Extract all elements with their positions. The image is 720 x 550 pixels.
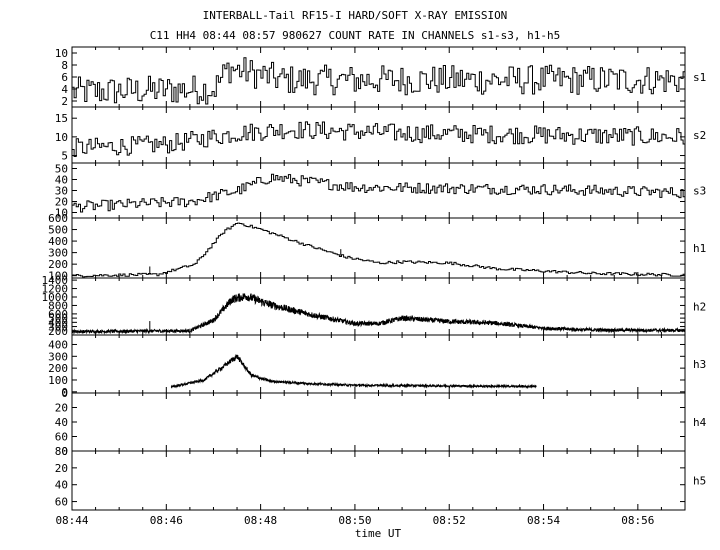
series-s3 <box>72 173 685 213</box>
ytick-label: 600 <box>48 212 68 225</box>
ytick-label: 200 <box>48 258 68 271</box>
ytick-label: 40 <box>55 174 68 187</box>
channel-label-s1: s1 <box>693 71 706 84</box>
ytick-label: 400 <box>48 235 68 248</box>
ytick-label: 100 <box>48 270 68 283</box>
panel-frame-s1 <box>71 46 686 108</box>
channel-label-h1: h1 <box>693 242 706 255</box>
series-h1 <box>72 222 685 278</box>
panel-frame-h4 <box>71 392 686 452</box>
ytick-label: 200 <box>48 325 68 338</box>
ytick-label: 400 <box>48 316 68 329</box>
ytick-label: 30 <box>55 185 68 198</box>
ytick-label: 1200 <box>42 283 69 296</box>
panel-s2: 5 10 15 s2 <box>55 106 706 164</box>
series-s1 <box>72 57 685 105</box>
ytick-label: 500 <box>48 312 68 325</box>
x-axis: 08:44 08:46 08:48 08:50 08:52 08:54 08:56 <box>55 514 654 527</box>
panel-frame-h2 <box>71 277 686 336</box>
ytick-label: 300 <box>48 321 68 334</box>
ytick-label: 1000 <box>42 291 69 304</box>
ytick-label: 2 <box>61 95 68 108</box>
panels: 246810s151015s21020304050s31002003004005… <box>42 46 707 511</box>
xtick-label: 08:56 <box>621 514 654 527</box>
ytick-label: 20 <box>55 402 68 415</box>
ytick-label: 200 <box>48 362 68 375</box>
panel-frame-h3 <box>71 334 686 394</box>
xtick-label: 08:48 <box>244 514 277 527</box>
ytick-label: 800 <box>48 299 68 312</box>
ytick-label: 8 <box>61 59 68 72</box>
series-s2 <box>72 121 685 157</box>
xtick-label: 08:50 <box>338 514 371 527</box>
ytick-label: 500 <box>48 224 68 237</box>
ytick-label: 60 <box>55 431 68 444</box>
ytick-label: 300 <box>48 350 68 363</box>
ytick-label: 20 <box>55 462 68 475</box>
ytick-label: 400 <box>48 338 68 351</box>
panel-h5: 60 40 20 0 h5 <box>55 445 706 511</box>
panel-frame-s3 <box>71 162 686 219</box>
ytick-label: 600 <box>48 308 68 321</box>
ytick-label: 0 <box>61 445 68 458</box>
ytick-label: 40 <box>55 479 68 492</box>
panel-frame-s2 <box>71 106 686 164</box>
ytick-label: 20 <box>55 196 68 209</box>
ytick-label: 10 <box>55 47 68 60</box>
channel-label-s3: s3 <box>693 185 706 198</box>
xtick-label: 08:54 <box>527 514 560 527</box>
ytick-label: 15 <box>55 112 68 125</box>
ytick-label: 5 <box>61 150 68 163</box>
ytick-label: 40 <box>55 416 68 429</box>
channel-label-h5: h5 <box>693 475 706 488</box>
channel-label-h2: h2 <box>693 301 706 314</box>
series-h2 <box>71 293 686 335</box>
xtick-label: 08:44 <box>55 514 88 527</box>
channel-label-h4: h4 <box>693 416 707 429</box>
xtick-label: 08:52 <box>433 514 466 527</box>
ytick-label: 300 <box>48 247 68 260</box>
channel-label-h3: h3 <box>693 358 706 371</box>
ytick-label: 10 <box>55 131 68 144</box>
ytick-label: 80 <box>55 445 68 458</box>
ytick-label: 60 <box>55 496 68 509</box>
chart-title: INTERBALL-Tail RF15-I HARD/SOFT X-RAY EM… <box>203 9 508 22</box>
ytick-label: 1400 <box>42 274 69 287</box>
ytick-label: 6 <box>61 71 68 84</box>
panel-frame-h1 <box>71 217 686 279</box>
series-h3 <box>170 354 537 390</box>
panel-frame-h5 <box>71 450 686 511</box>
ytick-label: 100 <box>48 374 68 387</box>
channel-label-s2: s2 <box>693 129 706 142</box>
ytick-label: 50 <box>55 163 68 176</box>
ytick-label: 10 <box>55 207 68 220</box>
chart-subtitle: C11 HH4 08:44 08:57 980627 COUNT RATE IN… <box>150 29 561 42</box>
xtick-label: 08:46 <box>150 514 183 527</box>
x-axis-label: time UT <box>355 527 402 540</box>
ytick-label: 0 <box>61 387 68 400</box>
ytick-label: 0 <box>61 386 68 399</box>
ytick-label: 4 <box>61 83 68 96</box>
